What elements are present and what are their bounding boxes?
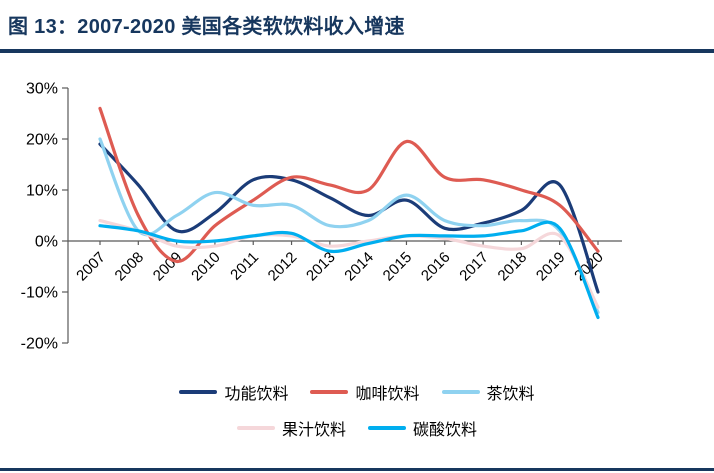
x-tick-label: 2011 (227, 249, 262, 284)
y-tick-label: -10% (21, 285, 58, 302)
legend-item-1: 咖啡饮料 (310, 380, 420, 404)
bottom-border (0, 468, 714, 471)
legend-item-0: 功能饮料 (179, 380, 288, 404)
legend-label: 碳酸饮料 (413, 422, 478, 439)
x-tick-label: 2007 (73, 249, 109, 285)
legend-swatch (310, 390, 349, 394)
legend-item-3: 果汁饮料 (236, 416, 346, 440)
x-tick-label: 2018 (495, 249, 531, 285)
legend-label: 咖啡饮料 (355, 386, 420, 403)
series-line-3 (98, 219, 600, 309)
y-tick-label: 10% (26, 183, 58, 200)
y-tick-label: 20% (26, 132, 58, 149)
x-tick-label: 2009 (150, 249, 186, 285)
legend-label: 茶饮料 (486, 386, 535, 403)
y-tick-label: 0% (35, 234, 58, 251)
figure-title: 图 13：2007-2020 美国各类软饮料收入增速 (8, 16, 405, 38)
legend-item-2: 茶饮料 (441, 380, 535, 404)
x-tick-label: 2015 (380, 249, 416, 285)
series-line-0 (98, 142, 600, 294)
legend-swatch (441, 390, 480, 394)
legend-label: 功能饮料 (224, 386, 289, 403)
x-tick-label: 2014 (341, 249, 377, 285)
series-line-2 (98, 137, 600, 314)
series-line-4 (98, 220, 600, 320)
chart-legend: 功能饮料 咖啡饮料 茶饮料果汁饮料 碳酸饮料 (0, 380, 714, 440)
x-tick-label: 2016 (418, 249, 454, 285)
legend-swatch (368, 426, 406, 430)
legend-label: 果汁饮料 (281, 422, 346, 439)
x-tick-label: 2010 (188, 249, 224, 285)
x-tick-label: 2017 (456, 249, 492, 285)
legend-swatch (236, 426, 275, 430)
y-tick-label: 30% (26, 81, 58, 98)
title-underline (0, 49, 714, 53)
x-tick-label: 2012 (265, 249, 301, 285)
legend-item-4: 碳酸饮料 (368, 416, 477, 440)
y-tick-label: -20% (21, 336, 58, 353)
x-tick-label: 2019 (533, 249, 569, 285)
legend-swatch (179, 390, 218, 394)
x-tick-label: 2013 (303, 249, 339, 285)
line-chart: 30%20%10%0%-10%-20%2007 2008 2009 2010 2011 2… (21, 81, 622, 353)
x-tick-label: 2008 (112, 249, 148, 285)
series-line-1 (98, 106, 600, 263)
